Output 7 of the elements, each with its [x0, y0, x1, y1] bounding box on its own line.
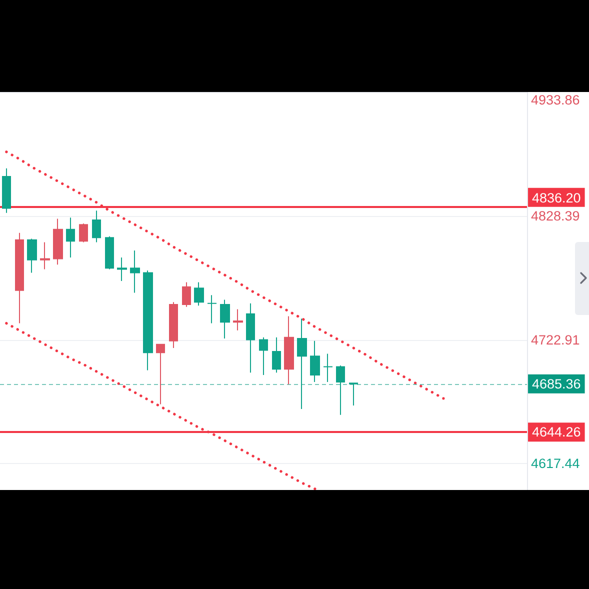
ref-line-label: 4685.36 [532, 376, 581, 392]
y-tick-label: 4617.44 [531, 456, 580, 472]
y-tick-label: 4933.86 [531, 92, 580, 108]
ref-line-label: 4836.20 [532, 190, 581, 206]
ref-line-label: 4644.26 [532, 424, 581, 440]
y-tick-label: 4722.91 [531, 332, 580, 348]
y-tick-label: 4828.39 [531, 208, 580, 224]
